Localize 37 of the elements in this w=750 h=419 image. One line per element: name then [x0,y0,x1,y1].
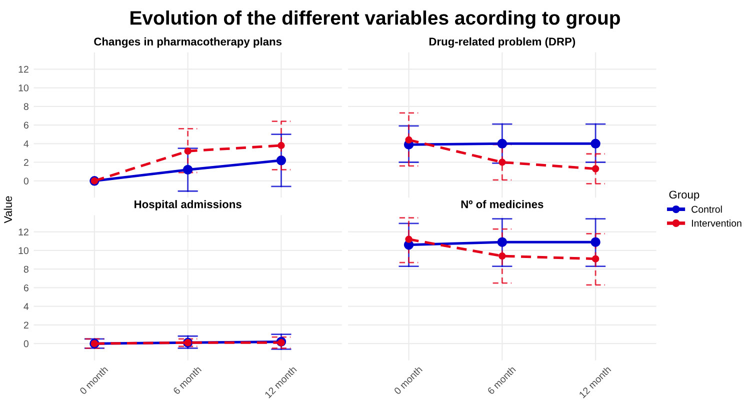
point [184,147,192,155]
point [405,236,412,243]
y-tick-label: 2 [24,158,28,166]
point [182,164,193,175]
chart-title: Changes in pharmacotherapy plans [94,37,282,48]
y-tick-label: 12 [18,66,28,73]
point [276,156,286,166]
y-tick-label: 10 [18,84,29,92]
y-tick-label: 8 [24,103,28,110]
chart-title: Nº of medicines [461,200,544,208]
y-tick-label: 4 [24,140,29,148]
y-tick-label: 4 [24,303,29,310]
point [590,237,600,247]
y-tick-label: 2 [24,322,28,328]
y-tick-label: 6 [24,284,28,292]
point [592,255,600,262]
y-tick-label: 0 [24,178,29,184]
y-tick-label: 8 [24,266,28,273]
point [278,142,285,150]
point [498,252,506,260]
point [498,158,506,166]
y-tick-label: 10 [18,247,29,254]
legend-label: Intervention [692,220,742,227]
point [497,237,508,247]
y-tick-label: 0 [24,340,29,348]
legend-label: Control [692,206,722,213]
y-axis-title: Value [4,196,12,224]
point [405,136,412,144]
point [497,138,508,148]
chart-title: Drug-related problem (DRP) [429,37,576,48]
y-tick-label: 6 [24,122,28,129]
legend-title: Group [669,190,700,201]
y-tick-label: 12 [18,228,28,236]
text: Evolution of the different variables acording to group [130,10,620,29]
point [590,138,600,148]
chart-title: Hospital admissions [134,200,242,210]
point [592,165,600,172]
